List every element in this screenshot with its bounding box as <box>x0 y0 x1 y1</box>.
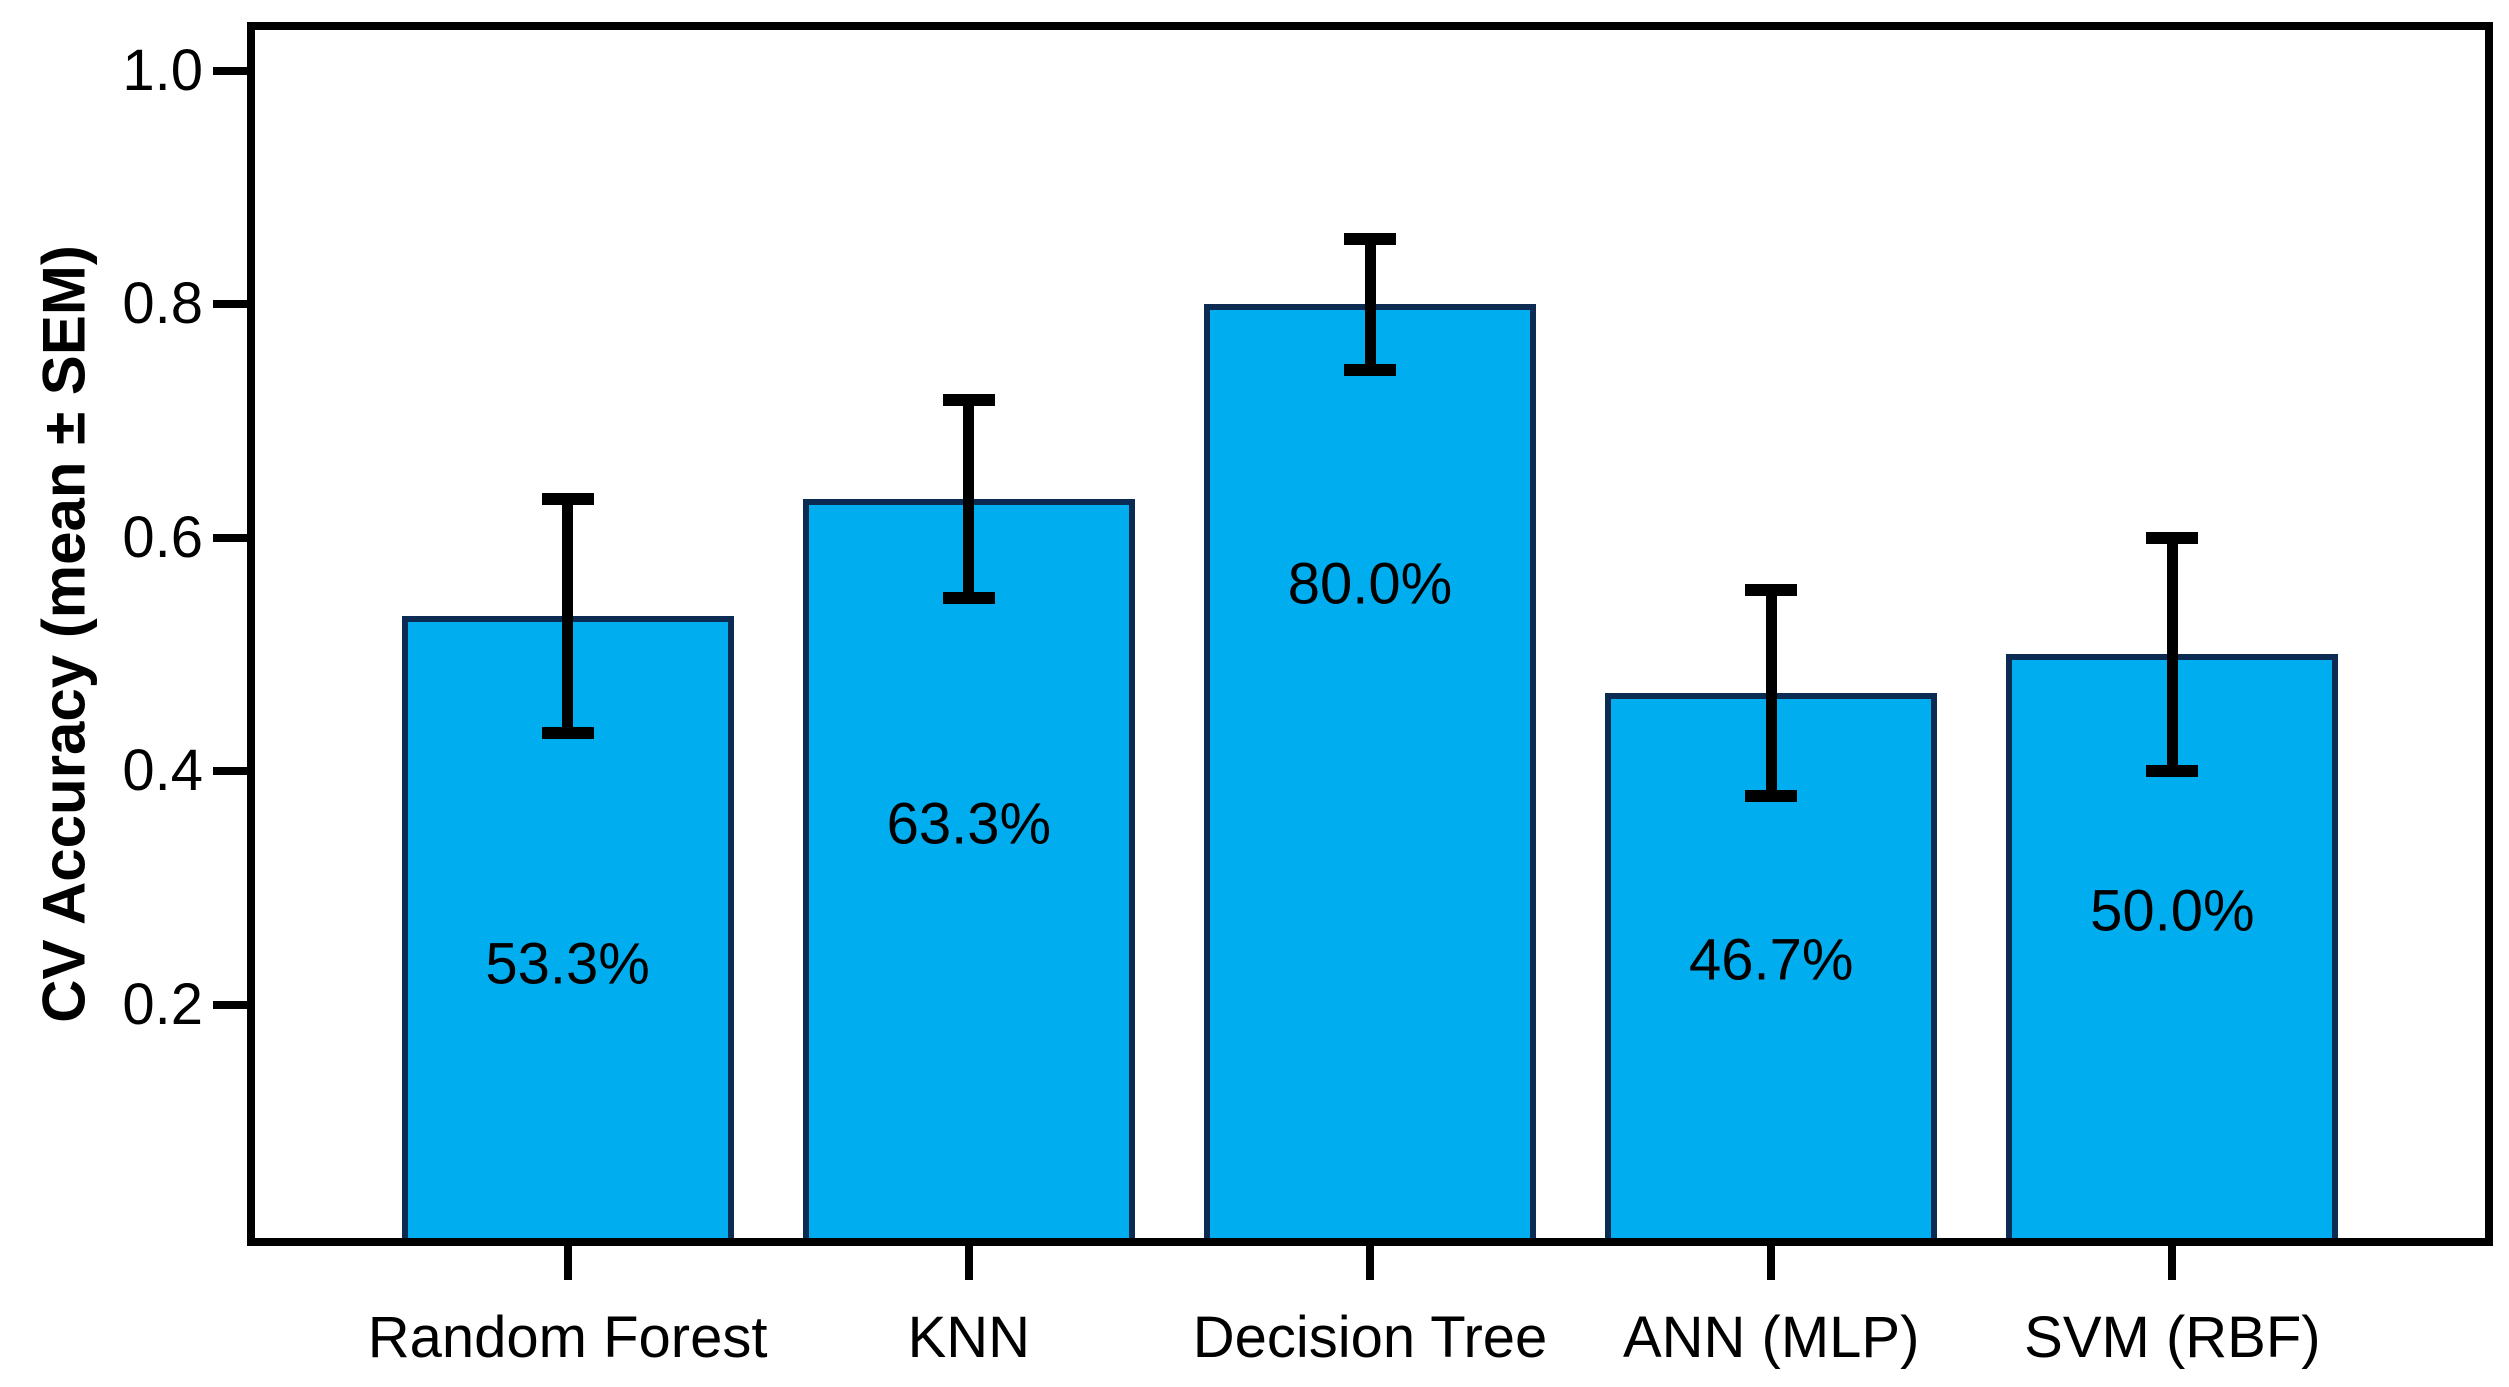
y-axis-tick-label: 0.4 <box>122 738 203 804</box>
error-bar-cap-bottom <box>2146 765 2199 778</box>
error-bar-cap-bottom <box>541 726 594 739</box>
y-axis-title: CV Accuracy (mean ± SEM) <box>30 245 98 1023</box>
x-axis-tick-label: ANN (MLP) <box>1622 1305 1920 1370</box>
x-tick <box>964 1246 973 1280</box>
x-tick <box>563 1246 572 1280</box>
bar-value-label: 46.7% <box>1688 927 1854 993</box>
bar-value-label: 80.0% <box>1287 551 1453 617</box>
x-axis-tick-label: Random Forest <box>367 1305 768 1370</box>
x-axis-tick-label: Decision Tree <box>1192 1305 1548 1370</box>
bar-value-label: 50.0% <box>2090 878 2255 944</box>
error-bar-line <box>1765 590 1777 796</box>
y-axis-tick-label: 0.8 <box>122 271 203 337</box>
x-axis-tick-label: KNN <box>907 1305 1031 1370</box>
bar-value-label: 63.3% <box>886 791 1052 857</box>
y-tick <box>213 300 247 309</box>
y-tick <box>213 767 247 776</box>
error-bar-cap-top <box>1745 584 1798 597</box>
y-axis-tick-label: 1.0 <box>122 37 203 103</box>
bar-value-label: 53.3% <box>485 931 650 997</box>
bar <box>802 499 1135 1238</box>
error-bar-cap-top <box>541 493 594 506</box>
y-tick <box>213 533 247 542</box>
y-tick <box>213 66 247 75</box>
error-bar-cap-top <box>942 393 995 406</box>
x-tick <box>2168 1246 2177 1280</box>
error-bar-cap-bottom <box>1344 363 1396 376</box>
x-tick <box>1767 1246 1776 1280</box>
y-axis-tick-label: 0.2 <box>122 971 203 1037</box>
x-axis-tick-label: SVM (RBF) <box>2024 1305 2321 1370</box>
error-bar-cap-bottom <box>942 592 995 605</box>
bar <box>1204 304 1536 1238</box>
error-bar-cap-top <box>1344 232 1396 245</box>
error-bar-cap-top <box>2146 531 2199 544</box>
error-bar-cap-bottom <box>1745 789 1798 802</box>
y-axis-tick-label: 0.6 <box>122 504 203 570</box>
y-tick <box>213 1000 247 1009</box>
error-bar-line <box>963 399 975 599</box>
x-tick <box>1366 1246 1374 1280</box>
error-bar-line <box>562 499 574 733</box>
error-bar-line <box>1364 238 1376 370</box>
error-bar-line <box>2166 537 2178 772</box>
